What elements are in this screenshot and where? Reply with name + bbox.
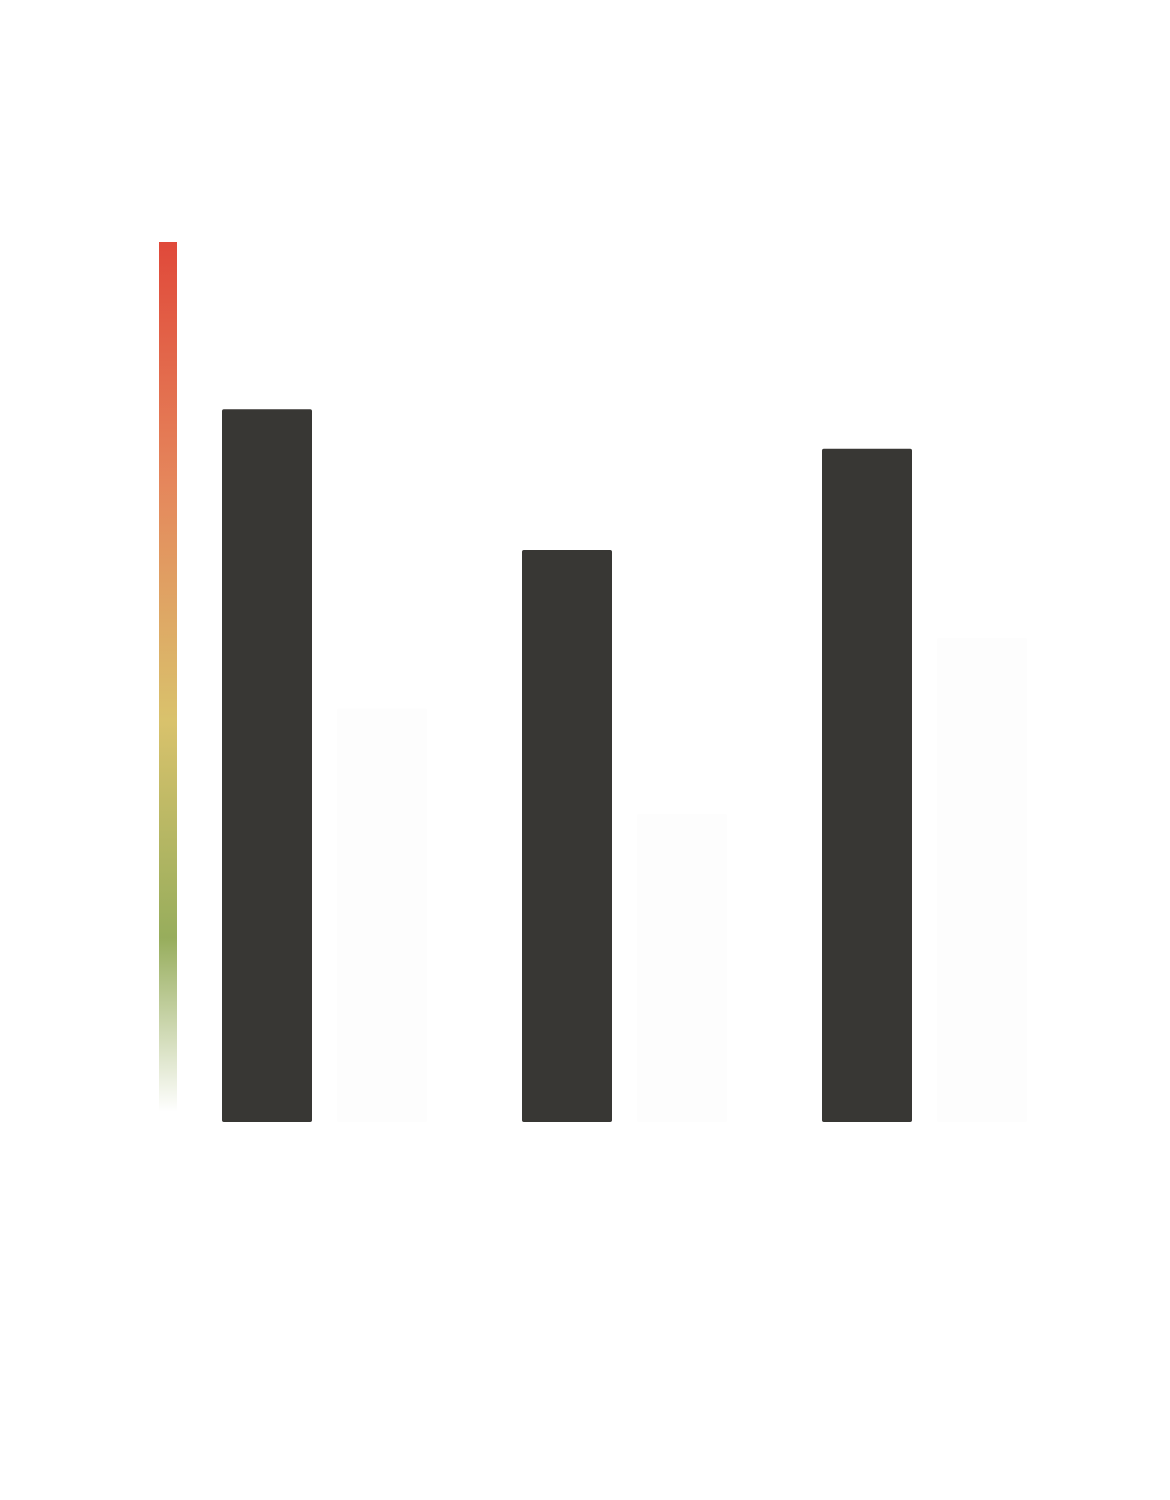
color-scale-bar: [159, 242, 177, 1112]
bar-series-2-item-2: [637, 814, 727, 1122]
bars-group: [222, 409, 1027, 1122]
bar-series-1-item-3: [822, 448, 912, 1122]
bar-series-1-item-2: [522, 550, 612, 1122]
bar-series-2-item-1: [337, 708, 427, 1122]
bar-series-1-item-1: [222, 409, 312, 1122]
bar-series-2-item-3: [937, 638, 1027, 1122]
